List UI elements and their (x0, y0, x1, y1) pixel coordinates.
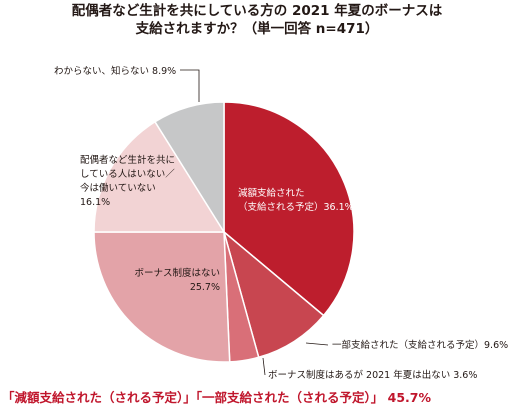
slice-label-1-line-2: （支給される予定）36.1% (238, 201, 354, 213)
pie-slice-4 (93, 231, 231, 363)
slice-label-2-line-1: 一部支給された（支給される予定）9.6% (332, 339, 508, 351)
slice-label-4-line-1: ボーナス制度はない (134, 267, 220, 279)
leader-line-2 (305, 342, 329, 346)
combined-total-value: 45.7% (387, 390, 431, 405)
slice-labels: 減額支給された （支給される予定）36.1% 一部支給された（支給される予定）9.6… (54, 65, 508, 381)
slice-label-3: ボーナス制度はあるが 2021 年夏は出ない 3.6% (268, 369, 477, 381)
chart-title-line-2: 支給されますか？（単一回答 n=471） (135, 21, 379, 37)
slice-label-4-line-2: 25.7% (190, 282, 220, 293)
pie-slice-2 (222, 229, 325, 359)
slice-label-1-line-1: 減額支給された (238, 187, 305, 199)
combined-total-note: 「減額支給された（される予定）」「一部支給された（される予定）」 45.7% (2, 387, 431, 406)
pie-slice-1 (223, 101, 355, 317)
slice-label-6: わからない、知らない 8.9% (54, 65, 176, 77)
slice-label-5-line-1: 配偶者など生計を共に (80, 154, 175, 166)
slice-label-5-line-4: 16.1% (80, 197, 110, 208)
slice-label-6-line-1: わからない、知らない 8.9% (54, 65, 176, 77)
pie-slice-6 (153, 101, 225, 235)
slice-label-4: ボーナス制度はない 25.7% (134, 267, 220, 293)
slice-label-5: 配偶者など生計を共にしている人はいない／ 今は働いていない 16.1% (80, 154, 175, 208)
slice-label-5-line-3: 今は働いていない (80, 182, 156, 194)
chart-title: 配偶者など生計を共にしている方の 2021 年夏のボーナスは 支給されますか？（… (0, 2, 514, 38)
pie-slice-5 (93, 120, 226, 233)
combined-total-label: 「減額支給された（される予定）」「一部支給された（される予定）」 (2, 390, 384, 405)
leader-line-3 (262, 357, 266, 376)
chart-title-line-1: 配偶者など生計を共にしている方の 2021 年夏のボーナスは (71, 3, 443, 19)
slice-label-1: 減額支給された （支給される予定）36.1% (238, 187, 354, 213)
leader-line-6 (180, 69, 200, 102)
slice-label-3-line-1: ボーナス制度はあるが 2021 年夏は出ない 3.6% (268, 369, 477, 381)
leader-lines (180, 69, 329, 376)
slice-label-5-line-2: している人はいない／ (80, 169, 175, 180)
slice-label-2: 一部支給された（支給される予定）9.6% (332, 339, 508, 351)
pie-slices (93, 101, 355, 363)
